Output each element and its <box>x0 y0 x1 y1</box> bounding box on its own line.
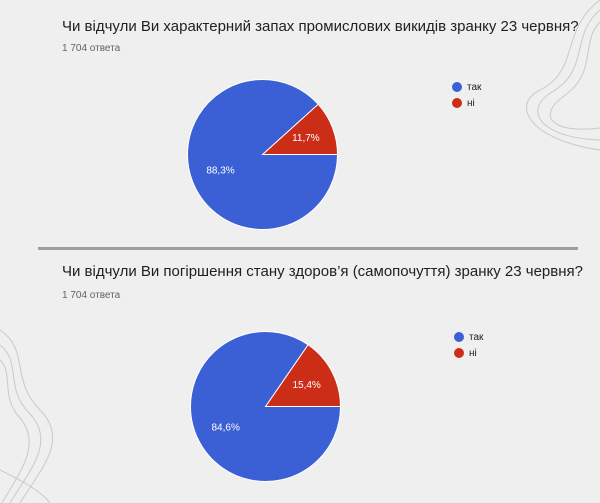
survey-panel-1: Чи відчули Ви характерний запах промисло… <box>0 0 600 246</box>
legend-swatch-tak <box>452 82 462 92</box>
pie-chart-2: 15,4% 84,6% <box>190 331 342 482</box>
legend-swatch-ni <box>452 98 462 108</box>
data-label-tak: 88,3% <box>206 166 234 177</box>
legend-label-tak: так <box>469 331 484 343</box>
response-count-2: 1 704 ответа <box>62 290 121 301</box>
legend-1: так ні <box>452 79 481 111</box>
data-label-ni: 15,4% <box>292 380 320 391</box>
pie-slice-tak[interactable] <box>190 331 342 482</box>
legend-2: так ні <box>454 329 483 361</box>
data-label-ni: 11,7% <box>292 133 320 144</box>
question-title-2: Чи відчули Ви погіршення стану здоров’я … <box>62 263 583 280</box>
legend-label-ni: ні <box>469 347 477 359</box>
survey-panel-2: Чи відчули Ви погіршення стану здоров’я … <box>0 252 600 503</box>
section-divider <box>38 247 578 250</box>
pie-slice-tak[interactable] <box>187 79 339 230</box>
question-title-1: Чи відчули Ви характерний запах промисло… <box>62 18 579 35</box>
response-count-1: 1 704 ответа <box>62 43 121 54</box>
legend-swatch-tak <box>454 332 464 342</box>
legend-item-tak[interactable]: так <box>454 329 483 345</box>
pie-slice-ni[interactable] <box>264 344 342 407</box>
legend-item-ni[interactable]: ні <box>454 345 483 361</box>
legend-label-tak: так <box>467 81 482 93</box>
data-label-tak: 84,6% <box>211 422 239 433</box>
legend-swatch-ni <box>454 348 464 358</box>
legend-label-ni: ні <box>467 97 475 109</box>
legend-item-ni[interactable]: ні <box>452 95 481 111</box>
pie-chart-1: 11,7% 88,3% <box>187 79 339 230</box>
legend-item-tak[interactable]: так <box>452 79 481 95</box>
